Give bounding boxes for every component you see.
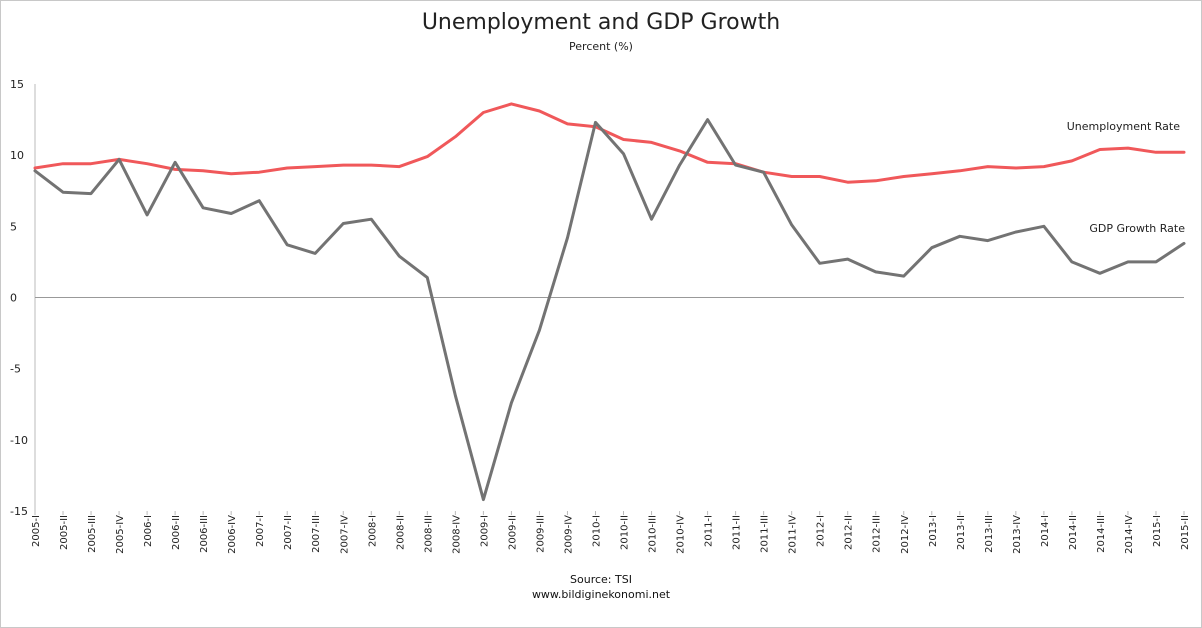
y-tick-label: -10 — [10, 434, 28, 447]
x-tick-label: 2013-III — [984, 515, 995, 553]
x-tick-label: 2008-III — [423, 515, 434, 553]
x-tick-label: 2010-IV — [676, 515, 687, 554]
x-tick-label: 2013-II — [956, 515, 967, 550]
y-tick-label: -5 — [10, 363, 21, 376]
x-tick-label: 2009-III — [535, 515, 546, 553]
x-tick-label: 2012-IV — [900, 515, 911, 554]
x-tick-label: 2010-III — [648, 515, 659, 553]
x-tick-label: 2014-II — [1068, 515, 1079, 550]
x-tick-label: 2013-I — [928, 515, 939, 547]
x-tick-label: 2006-IV — [227, 515, 238, 554]
x-tick-label: 2007-III — [311, 515, 322, 553]
x-tick-label: 2011-I — [704, 515, 715, 547]
x-tick-label: 2009-I — [479, 515, 490, 547]
x-tick-label: 2010-II — [620, 515, 631, 550]
x-tick-label: 2012-I — [816, 515, 827, 547]
x-tick-label: 2007-I — [255, 515, 266, 547]
x-tick-label: 2012-III — [872, 515, 883, 553]
gdp-growth-rate-label: GDP Growth Rate — [1089, 222, 1185, 235]
unemployment-rate-line — [33, 102, 1186, 184]
x-tick-label: 2008-I — [367, 515, 378, 547]
x-tick-label: 2012-II — [844, 515, 855, 550]
y-tick-label: 10 — [10, 149, 24, 162]
x-tick-label: 2007-II — [283, 515, 294, 550]
x-tick-label: 2011-III — [760, 515, 771, 553]
unemployment-rate-label: Unemployment Rate — [1067, 120, 1181, 133]
source-text: Source: TSI — [570, 573, 632, 586]
x-tick-label: 2008-IV — [451, 515, 462, 554]
source-website: www.bildiginekonomi.net — [531, 588, 671, 601]
source-note: Source: TSI www.bildiginekonomi.net — [0, 572, 1202, 602]
x-tick-label: 2009-IV — [563, 515, 574, 554]
x-tick-label: 2011-IV — [788, 515, 799, 554]
x-tick-label: 2005-III — [87, 515, 98, 553]
x-tick-label: 2013-IV — [1012, 515, 1023, 554]
x-tick-label: 2006-III — [199, 515, 210, 553]
y-tick-label: 5 — [10, 220, 17, 233]
chart-subtitle: Percent (%) — [569, 40, 633, 53]
x-tick-label: 2008-II — [395, 515, 406, 550]
x-tick-label: 2006-I — [143, 515, 154, 547]
x-tick-label: 2015-II — [1180, 515, 1191, 550]
x-tick-label: 2006-II — [171, 515, 182, 550]
chart-title: Unemployment and GDP Growth — [421, 10, 781, 35]
x-tick-label: 2009-II — [507, 515, 518, 550]
gdp-growth-rate-line — [33, 118, 1186, 502]
y-tick-label: 15 — [10, 78, 24, 91]
x-tick-label: 2005-IV — [115, 515, 126, 554]
y-tick-label: 0 — [10, 292, 17, 305]
x-tick-label: 2011-II — [732, 515, 743, 550]
x-tick-label: 2005-I — [31, 515, 42, 547]
x-tick-label: 2014-I — [1040, 515, 1051, 547]
y-tick-label: -15 — [10, 505, 28, 518]
x-tick-label: 2015-I — [1152, 515, 1163, 547]
x-tick-label: 2014-IV — [1124, 515, 1135, 554]
x-tick-label: 2005-II — [59, 515, 70, 550]
x-tick-label: 2010-I — [591, 515, 602, 547]
x-tick-label: 2014-III — [1096, 515, 1107, 553]
x-tick-label: 2007-IV — [339, 515, 350, 554]
